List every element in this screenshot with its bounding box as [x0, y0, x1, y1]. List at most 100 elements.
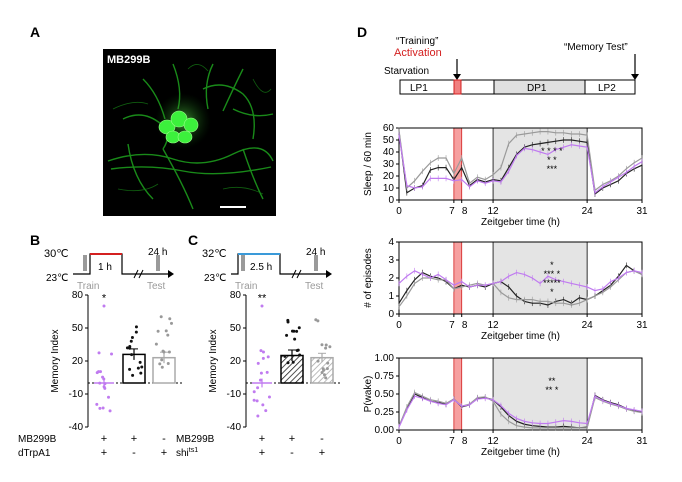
data-point	[326, 361, 330, 365]
data-point	[160, 358, 164, 362]
panel-label-d: D	[357, 24, 368, 40]
data-point	[160, 365, 164, 369]
significance-mark: *	[102, 293, 107, 305]
data-point	[320, 371, 324, 375]
genotype-label: dTrpA1	[18, 448, 51, 459]
test-odor-bar	[314, 255, 318, 271]
y-tick-label: 20	[72, 356, 84, 367]
neuron-image	[107, 63, 274, 210]
data-point	[134, 325, 138, 329]
data-point	[297, 326, 301, 330]
activation-box	[453, 79, 462, 95]
y-tick-label: 0.50	[375, 389, 395, 400]
y-tick-label: 30	[383, 159, 395, 170]
y-tick-label: 50	[72, 323, 84, 334]
data-point	[131, 373, 135, 377]
data-point	[169, 321, 173, 325]
training-arrow	[453, 74, 461, 80]
y-tick-label: 0.25	[375, 407, 395, 418]
data-point	[255, 399, 259, 403]
data-point	[252, 398, 256, 402]
y-tick-label: -40	[69, 422, 84, 433]
genotype-mark: -	[290, 447, 294, 459]
data-point	[98, 370, 102, 374]
data-point	[168, 317, 172, 321]
y-tick-label: 20	[383, 171, 395, 182]
data-point	[293, 337, 297, 341]
confocal-micrograph: MB299B	[103, 49, 276, 216]
x-tick-label: 31	[636, 206, 648, 217]
data-point	[256, 386, 260, 390]
data-point	[167, 350, 171, 354]
genotype-mark: +	[319, 447, 325, 459]
temp-low-label: 23℃	[204, 273, 226, 284]
y-tick-label: 80	[230, 290, 242, 301]
activation-shade	[453, 357, 463, 431]
data-point	[328, 345, 332, 349]
data-point	[159, 315, 163, 319]
x-tick-label: 8	[462, 206, 468, 217]
significance-mark: ***	[547, 164, 558, 174]
data-point	[324, 346, 328, 350]
data-point	[290, 329, 294, 333]
series-line-purple	[398, 135, 643, 194]
genotype-label: MB299B	[18, 434, 57, 445]
protocol-diagram-b: 30℃ 23℃ 1 h 24 h Train Test	[44, 247, 174, 292]
y-axis-label: Sleep / 60 min	[363, 132, 374, 196]
dark-period-box	[493, 79, 586, 95]
y-axis-label: Memory Index	[208, 329, 219, 392]
data-point	[108, 409, 112, 413]
data-point	[295, 329, 299, 333]
data-point	[134, 330, 138, 334]
x-tick-label: 12	[488, 206, 500, 217]
genotype-mark: -	[132, 447, 136, 459]
data-point	[265, 370, 269, 374]
data-point	[164, 329, 168, 333]
genotype-mark: -	[162, 433, 166, 445]
y-tick-label: 20	[230, 356, 242, 367]
test-odor-bar	[156, 255, 160, 271]
data-point	[97, 351, 101, 355]
significance-mark: **	[548, 376, 556, 386]
x-tick-label: 24	[582, 436, 594, 447]
series-line-grey	[398, 270, 643, 308]
x-tick-label: 24	[582, 206, 594, 217]
data-point	[291, 360, 295, 364]
data-point	[130, 353, 134, 357]
x-axis-label: Zeitgeber time (h)	[481, 331, 560, 342]
significance-mark: ** *	[545, 385, 559, 395]
data-point	[98, 406, 102, 410]
y-tick-label: 40	[383, 147, 395, 158]
data-point	[256, 414, 260, 418]
y-axis-label: Memory Index	[50, 329, 61, 392]
protocol-diagram-c: 32℃ 23℃ 2.5 h 24 h Train Test	[202, 247, 332, 292]
significance-mark: *	[550, 287, 554, 297]
significance-mark: * * * *	[541, 146, 563, 156]
data-point	[139, 371, 143, 375]
data-point	[161, 349, 165, 353]
genotype-label: MB299B	[176, 434, 215, 445]
data-point	[95, 402, 99, 406]
y-tick-label: 10	[383, 183, 395, 194]
y-tick-label: -10	[69, 389, 84, 400]
data-point	[256, 361, 260, 365]
temp-low-label: 23℃	[46, 273, 68, 284]
series-line-purple	[398, 270, 643, 292]
data-point	[322, 373, 326, 377]
timeline-diagram: “Training” Activation “Memory Test” Star…	[384, 36, 639, 95]
test-label: Test	[147, 281, 166, 292]
data-point	[286, 318, 290, 322]
train-odor-bar	[83, 255, 87, 271]
genotype-mark: +	[259, 433, 265, 445]
data-point	[321, 367, 325, 371]
data-point	[298, 353, 302, 357]
activation-shade	[453, 241, 463, 315]
duration-2: 24 h	[306, 247, 325, 258]
data-point	[286, 361, 290, 365]
y-tick-label: 2	[388, 273, 394, 284]
data-point	[264, 409, 268, 413]
duration-1: 2.5 h	[250, 262, 272, 273]
significance-mark: *****	[543, 278, 561, 288]
